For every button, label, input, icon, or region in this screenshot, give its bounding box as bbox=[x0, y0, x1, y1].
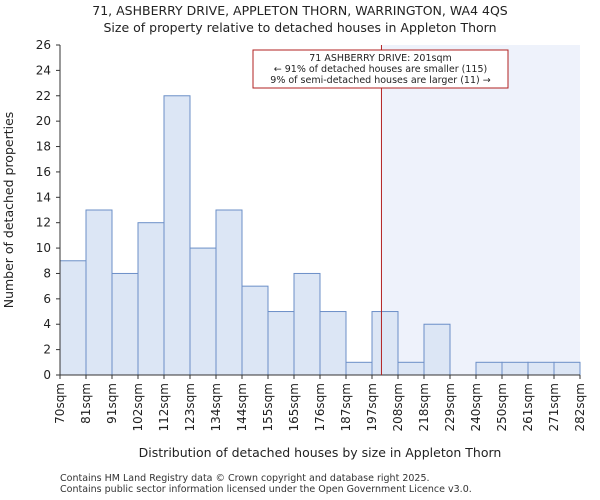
y-tick-label: 20 bbox=[36, 114, 51, 128]
x-tick-label: 91sqm bbox=[105, 383, 119, 424]
annotation-line: 9% of semi-detached houses are larger (1… bbox=[270, 75, 490, 86]
annotation-line: ← 91% of detached houses are smaller (11… bbox=[274, 64, 487, 75]
y-tick-label: 16 bbox=[36, 165, 51, 179]
bar bbox=[137, 222, 165, 376]
x-tick-label: 70sqm bbox=[53, 383, 67, 424]
highlight-region bbox=[381, 45, 580, 375]
bar bbox=[553, 361, 581, 376]
bar bbox=[59, 260, 87, 376]
x-tick-label: 112sqm bbox=[157, 383, 171, 431]
x-tick-label: 229sqm bbox=[443, 383, 457, 431]
x-tick-label: 240sqm bbox=[469, 383, 483, 431]
footer-line-2: Contains public sector information licen… bbox=[60, 484, 472, 495]
bar bbox=[189, 247, 217, 376]
bar bbox=[111, 272, 139, 376]
bar bbox=[319, 311, 347, 376]
bar bbox=[475, 361, 503, 376]
y-tick-label: 14 bbox=[36, 190, 51, 204]
x-tick-label: 218sqm bbox=[417, 383, 431, 431]
bar bbox=[371, 311, 399, 376]
chart-title: 71, ASHBERRY DRIVE, APPLETON THORN, WARR… bbox=[0, 2, 600, 36]
title-line-1: 71, ASHBERRY DRIVE, APPLETON THORN, WARR… bbox=[92, 3, 508, 18]
bar bbox=[293, 272, 321, 376]
y-tick-label: 6 bbox=[43, 292, 51, 306]
bar bbox=[397, 361, 425, 376]
bar bbox=[527, 361, 555, 376]
x-axis-label: Distribution of detached houses by size … bbox=[139, 445, 502, 460]
bar bbox=[423, 323, 451, 376]
footer-line-1: Contains HM Land Registry data © Crown c… bbox=[60, 473, 430, 484]
annotation-box bbox=[252, 49, 509, 89]
x-tick-label: 81sqm bbox=[79, 383, 93, 424]
x-tick-label: 155sqm bbox=[261, 383, 275, 431]
x-tick-label: 261sqm bbox=[521, 383, 535, 431]
x-tick-label: 123sqm bbox=[183, 383, 197, 431]
footer: Contains HM Land Registry data © Crown c… bbox=[60, 473, 472, 495]
x-tick-label: 165sqm bbox=[287, 383, 301, 431]
x-tick-label: 144sqm bbox=[235, 383, 249, 431]
x-tick-label: 187sqm bbox=[339, 383, 353, 431]
y-tick-label: 4 bbox=[43, 317, 51, 331]
title-line-2: Size of property relative to detached ho… bbox=[103, 20, 497, 35]
x-tick-label: 282sqm bbox=[573, 383, 587, 431]
x-tick-label: 271sqm bbox=[547, 383, 561, 431]
y-tick-label: 24 bbox=[36, 63, 51, 77]
bar bbox=[85, 209, 113, 376]
x-tick-label: 102sqm bbox=[131, 383, 145, 431]
bar bbox=[163, 95, 191, 376]
y-tick-label: 12 bbox=[36, 216, 51, 230]
x-tick-label: 176sqm bbox=[313, 383, 327, 431]
y-tick-label: 8 bbox=[43, 266, 51, 280]
y-tick-label: 2 bbox=[43, 343, 51, 357]
bar bbox=[501, 361, 529, 376]
y-tick-label: 10 bbox=[36, 241, 51, 255]
bar bbox=[241, 285, 269, 376]
x-tick-label: 208sqm bbox=[391, 383, 405, 431]
x-tick-label: 250sqm bbox=[495, 383, 509, 431]
bar bbox=[345, 361, 373, 376]
x-tick-label: 134sqm bbox=[209, 383, 223, 431]
y-tick-label: 26 bbox=[36, 38, 51, 52]
y-axis-label: Number of detached properties bbox=[1, 112, 16, 309]
bar bbox=[267, 311, 295, 376]
y-tick-label: 22 bbox=[36, 89, 51, 103]
bar bbox=[215, 209, 243, 376]
x-tick-label: 197sqm bbox=[365, 383, 379, 431]
y-tick-label: 0 bbox=[43, 368, 51, 382]
y-tick-label: 18 bbox=[36, 140, 51, 154]
annotation-line: 71 ASHBERRY DRIVE: 201sqm bbox=[309, 53, 452, 64]
